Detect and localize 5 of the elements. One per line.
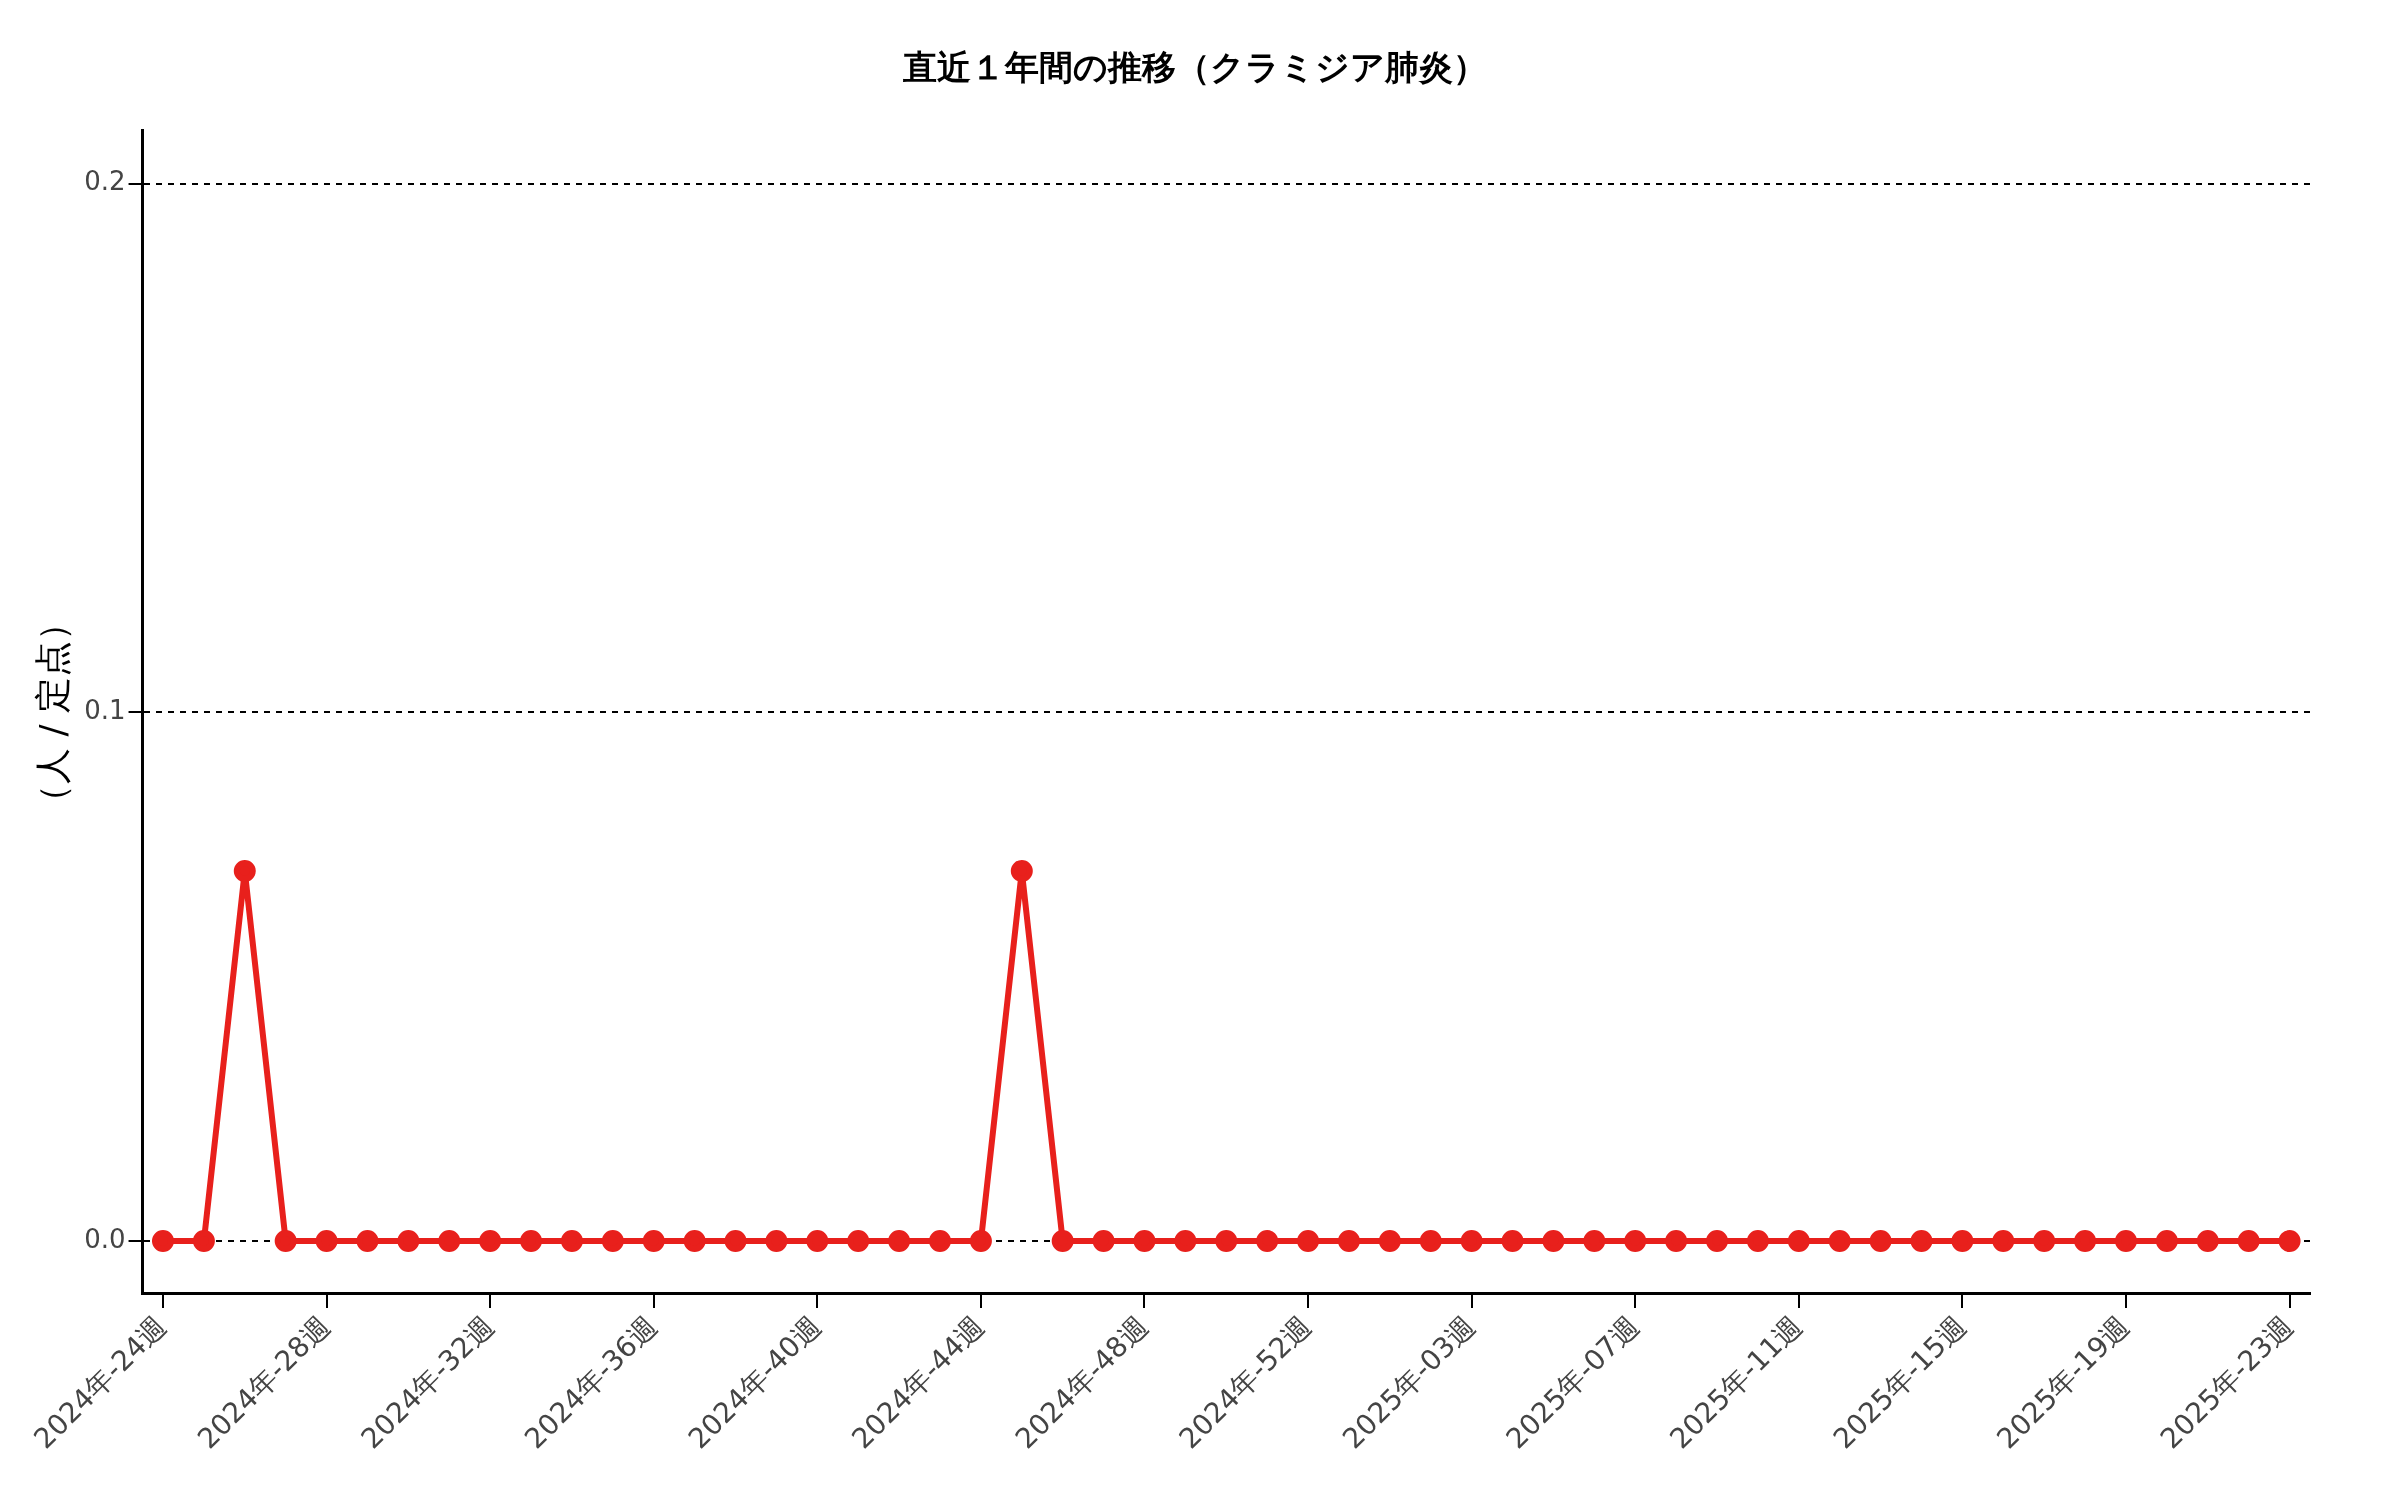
chart-title: 直近１年間の推移（クラミジア肺炎） bbox=[902, 47, 1487, 88]
y-axis-title: （人 / 定点） bbox=[31, 604, 73, 820]
y-tick-label: 0.0 bbox=[84, 1223, 126, 1254]
y-tick-label: 0.2 bbox=[84, 166, 126, 197]
y-tick-label: 0.1 bbox=[84, 695, 126, 726]
